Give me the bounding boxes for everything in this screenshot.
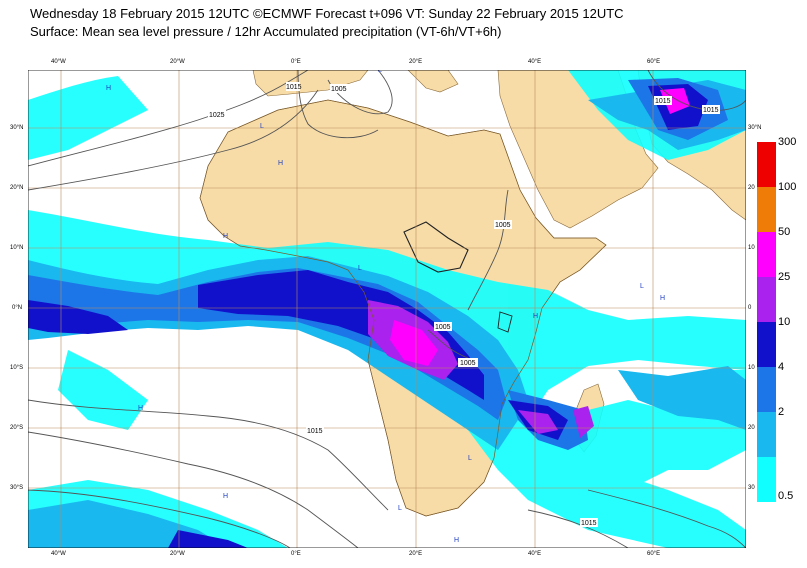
high-pressure-marker: H xyxy=(533,313,538,320)
lon-label-bottom: 40°E xyxy=(528,551,542,557)
isobar-label: 1015 xyxy=(703,107,719,114)
lat-label-left: 30°S xyxy=(10,485,24,491)
high-pressure-marker: H xyxy=(223,493,228,500)
isobar-label: 1005 xyxy=(460,360,476,367)
low-pressure-marker: L xyxy=(378,70,382,74)
lat-label-left: 20°S xyxy=(10,425,24,431)
precipitation-layer xyxy=(28,70,746,548)
legend-swatch xyxy=(757,232,776,277)
chart-title: Wednesday 18 February 2015 12UTC ©ECMWF … xyxy=(30,6,624,21)
lat-label-left: 10°N xyxy=(10,245,24,251)
balkans-landmass xyxy=(407,70,459,93)
legend-label: 300 xyxy=(778,136,797,148)
lon-label-top: 40°E xyxy=(528,59,542,65)
lat-label-left: 0°N xyxy=(12,305,23,311)
lat-label-right: 20 xyxy=(748,425,755,431)
legend-swatch xyxy=(757,187,776,232)
lat-label-left: 10°S xyxy=(10,365,24,371)
lat-label-right: 20 xyxy=(748,185,755,191)
lon-label-bottom: 0°E xyxy=(291,551,301,557)
isobar-label: 1005 xyxy=(495,222,511,229)
low-pressure-marker: L xyxy=(640,283,644,290)
isobar-label: 1005 xyxy=(331,86,347,93)
lake-chad-outline xyxy=(403,221,469,273)
africa-coastline xyxy=(199,99,607,517)
lat-label-right: 10 xyxy=(748,245,755,251)
high-pressure-marker: H xyxy=(660,295,665,302)
isobar-label: 1025 xyxy=(209,112,225,119)
legend-label: 2 xyxy=(778,406,785,418)
legend-swatch xyxy=(757,367,776,412)
low-pressure-marker: L xyxy=(468,455,472,462)
chart-subtitle: Surface: Mean sea level pressure / 12hr … xyxy=(30,24,502,39)
high-pressure-marker: H xyxy=(223,233,228,240)
high-pressure-marker: H xyxy=(454,537,459,544)
legend-label: 25 xyxy=(778,271,791,283)
lon-label-top: 40°W xyxy=(51,59,66,65)
low-pressure-marker: L xyxy=(260,123,264,130)
lat-label-left: 20°N xyxy=(10,185,24,191)
low-pressure-marker: L xyxy=(398,505,402,512)
lon-label-top: 60°E xyxy=(647,59,661,65)
legend-label: 4 xyxy=(778,361,785,373)
lat-label-right: 0 xyxy=(748,305,752,311)
high-pressure-marker: H xyxy=(138,405,143,412)
legend-swatch xyxy=(757,457,776,502)
precipitation-map: 1025 1015 1005 1015 1015 1005 1005 1005 … xyxy=(28,70,746,548)
lon-label-top: 20°E xyxy=(409,59,423,65)
lat-label-left: 30°N xyxy=(10,125,24,131)
lat-label-right: 30 xyxy=(748,485,755,491)
lon-label-top: 20°W xyxy=(170,59,185,65)
lon-label-top: 0°E xyxy=(291,59,301,65)
lake-victoria-outline xyxy=(497,311,513,333)
lat-label-right: 10 xyxy=(748,365,755,371)
isobar-label: 1015 xyxy=(655,98,671,105)
legend-swatch xyxy=(757,142,776,187)
legend-swatch xyxy=(757,277,776,322)
isobar-label: 1015 xyxy=(307,428,323,435)
isobar-label: 1005 xyxy=(435,324,451,331)
pressure-markers: H H H H H H H H L L L L L L xyxy=(106,70,665,544)
high-pressure-marker: H xyxy=(106,85,111,92)
graticule xyxy=(28,70,746,548)
isobars xyxy=(28,70,746,548)
lon-label-bottom: 40°W xyxy=(51,551,66,557)
isobar-label: 1015 xyxy=(286,84,302,91)
precipitation-legend xyxy=(757,142,776,502)
lon-label-bottom: 60°E xyxy=(647,551,661,557)
europe-landmass xyxy=(252,70,369,97)
lon-label-bottom: 20°W xyxy=(170,551,185,557)
legend-label: 0.5 xyxy=(778,490,794,502)
high-pressure-marker: H xyxy=(278,160,283,167)
isobar-label: 1015 xyxy=(581,520,597,527)
lon-label-bottom: 20°E xyxy=(409,551,423,557)
lat-label-right: 30°N xyxy=(748,125,762,131)
isobar-labels: 1025 1015 1005 1015 1015 1005 1005 1005 … xyxy=(208,82,720,527)
legend-label: 50 xyxy=(778,226,791,238)
legend-label: 100 xyxy=(778,181,797,193)
low-pressure-marker: L xyxy=(358,265,362,272)
legend-swatch xyxy=(757,322,776,367)
legend-label: 10 xyxy=(778,316,791,328)
legend-swatch xyxy=(757,412,776,457)
